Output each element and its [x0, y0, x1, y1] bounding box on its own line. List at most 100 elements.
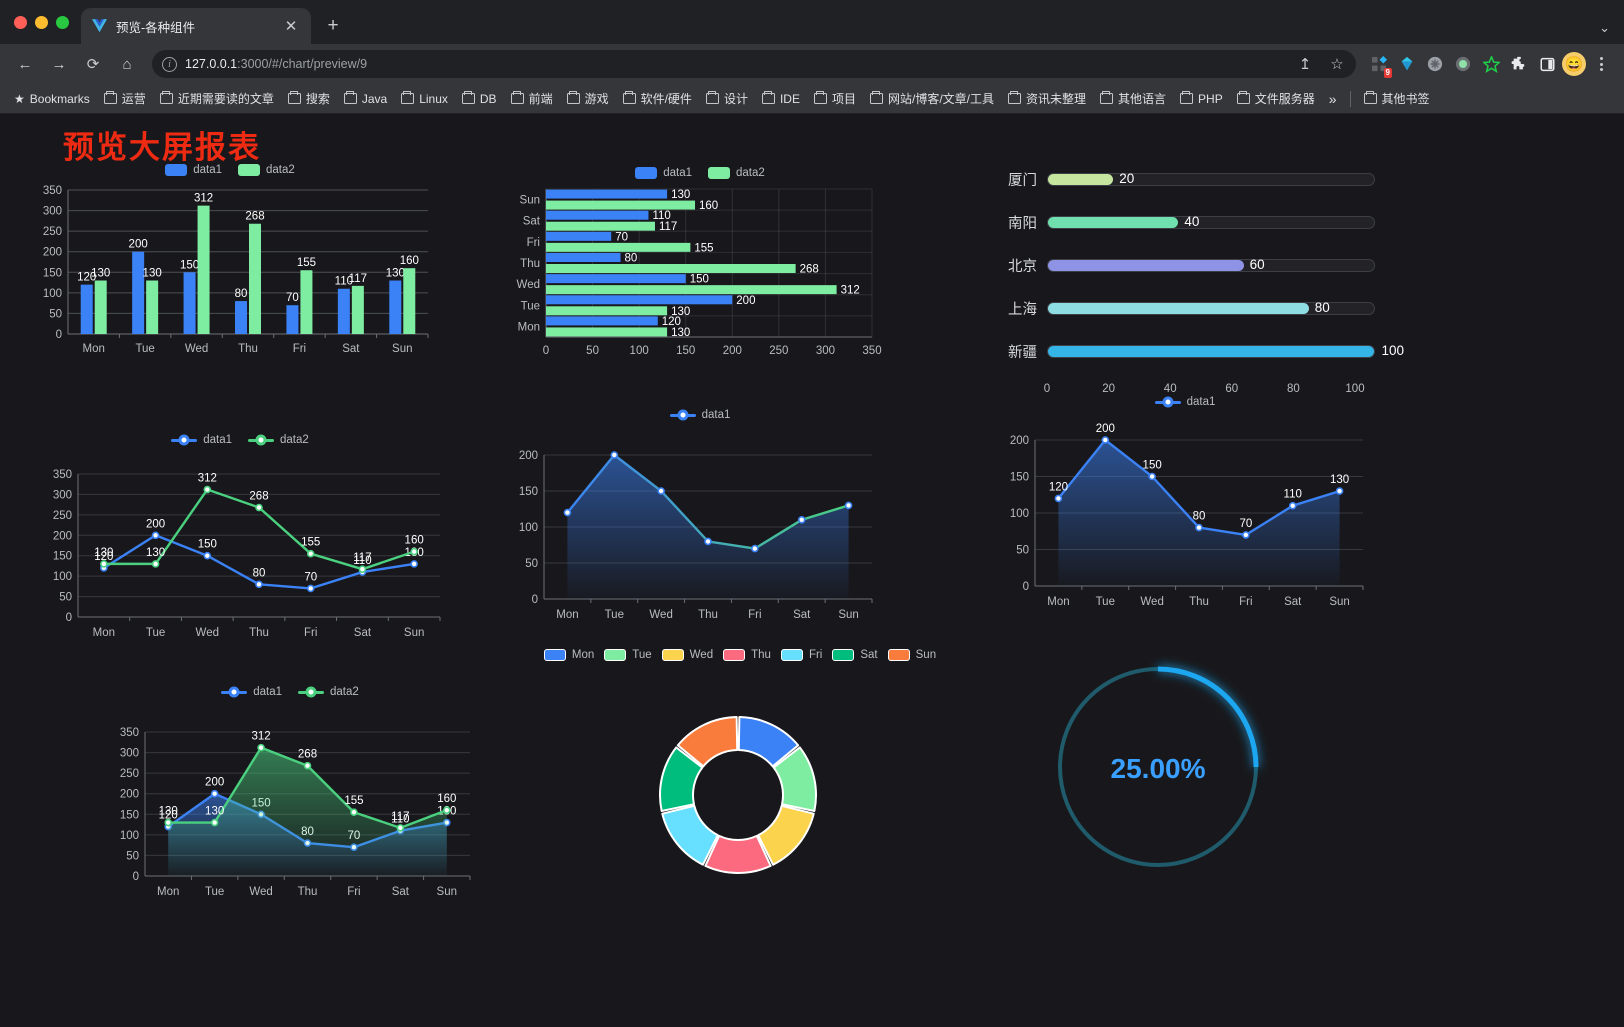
legend-item-data1[interactable]: data1: [171, 434, 232, 446]
legend-item-data2[interactable]: data2: [238, 164, 295, 176]
bookmark-folder-11[interactable]: 项目: [808, 88, 862, 109]
svg-text:Tue: Tue: [205, 886, 224, 898]
bookmark-folder-14[interactable]: 其他语言: [1094, 88, 1172, 109]
chart-gauge: 25.00%: [1020, 639, 1310, 929]
bookmark-folder-3[interactable]: Java: [338, 90, 393, 108]
share-icon[interactable]: ↥: [1298, 56, 1312, 73]
bookmark-folder-1[interactable]: 近期需要读的文章: [154, 88, 280, 109]
gear-icon[interactable]: [1422, 51, 1448, 77]
legend-item-mon[interactable]: Mon: [543, 649, 594, 661]
circle-icon[interactable]: [1450, 51, 1476, 77]
legend-item-tue[interactable]: Tue: [604, 649, 652, 661]
legend-item-data2[interactable]: data2: [708, 167, 765, 179]
close-window-button[interactable]: [14, 15, 27, 29]
profile-avatar[interactable]: 😄: [1562, 52, 1586, 76]
legend-item-wed[interactable]: Wed: [661, 649, 714, 661]
svg-text:200: 200: [723, 345, 742, 357]
bookmark-label: DB: [479, 91, 497, 106]
new-tab-button[interactable]: +: [327, 15, 339, 36]
legend-item-sun[interactable]: Sun: [887, 649, 936, 661]
minimize-window-button[interactable]: [35, 15, 48, 29]
bookmark-folder-12[interactable]: 网站/博客/文章/工具: [864, 88, 1000, 109]
legend-item-sat[interactable]: Sat: [832, 649, 878, 661]
bookmark-folder-7[interactable]: 游戏: [561, 88, 615, 109]
svg-text:Fri: Fri: [1239, 596, 1252, 608]
bookmark-folder-4[interactable]: Linux: [395, 90, 454, 108]
bookmark-folder-15[interactable]: PHP: [1174, 90, 1229, 108]
bookmark-folder-2[interactable]: 搜索: [282, 88, 336, 109]
legend-label: Wed: [689, 649, 714, 661]
svg-text:Thu: Thu: [520, 258, 540, 270]
forward-icon[interactable]: →: [51, 55, 67, 73]
bookmark-folder-8[interactable]: 软件/硬件: [617, 88, 698, 109]
bookmark-folder-13[interactable]: 资讯未整理: [1002, 88, 1092, 109]
extension-grid-icon[interactable]: 9: [1366, 51, 1392, 78]
bookmark-root[interactable]: ★ Bookmarks: [8, 90, 96, 108]
svg-text:Wed: Wed: [1140, 596, 1163, 608]
puzzle-icon[interactable]: [1506, 51, 1532, 77]
progress-track[interactable]: 80: [1047, 300, 1375, 315]
svg-text:150: 150: [519, 486, 538, 498]
bookmark-folder-6[interactable]: 前端: [505, 88, 559, 109]
legend-swatch-icon: [708, 167, 730, 179]
browser-tab[interactable]: 预览-各种组件 ✕: [81, 8, 311, 44]
bookmark-folder-5[interactable]: DB: [456, 90, 503, 108]
legend-item-thu[interactable]: Thu: [723, 649, 771, 661]
folder-icon: [869, 91, 883, 104]
browser-menu-icon[interactable]: [1588, 51, 1614, 77]
maximize-window-button[interactable]: [56, 15, 69, 29]
bookmark-other[interactable]: 其他书签: [1358, 88, 1436, 109]
progress-label: 新疆: [1008, 345, 1037, 361]
legend-item-data1[interactable]: data1: [221, 686, 282, 698]
folder-icon: [566, 91, 580, 104]
progress-track[interactable]: 60: [1047, 257, 1375, 272]
legend-item-data2[interactable]: data2: [248, 434, 309, 446]
bookmarks-overflow-button[interactable]: »: [1328, 90, 1337, 107]
legend-item-data1[interactable]: data1: [669, 409, 730, 421]
svg-text:80: 80: [1193, 511, 1206, 523]
legend-gradient-line: data1: [500, 409, 900, 421]
bookmark-folder-9[interactable]: 设计: [700, 88, 754, 109]
svg-text:300: 300: [53, 489, 72, 501]
legend-label: data1: [663, 167, 692, 179]
bookmark-label: PHP: [1198, 91, 1223, 106]
svg-text:100: 100: [1010, 508, 1029, 520]
close-tab-button[interactable]: ✕: [284, 18, 298, 35]
chevron-down-icon[interactable]: ⌄: [1599, 20, 1610, 35]
svg-text:120: 120: [159, 810, 178, 822]
svg-text:117: 117: [353, 552, 371, 564]
home-icon[interactable]: ⌂: [122, 55, 132, 73]
legend-label: data1: [203, 434, 232, 446]
address-bar[interactable]: i 127.0.0.1:3000/#/chart/preview/9 ↥ ☆: [152, 50, 1356, 78]
diamond-icon[interactable]: [1394, 51, 1420, 77]
sidepanel-icon[interactable]: [1534, 51, 1560, 77]
svg-text:50: 50: [49, 308, 62, 320]
svg-text:Fri: Fri: [293, 343, 306, 355]
svg-text:Fri: Fri: [527, 237, 540, 249]
legend-item-data1[interactable]: data1: [635, 167, 692, 179]
progress-row: 南阳 40: [995, 212, 1375, 233]
reload-icon[interactable]: ⟳: [86, 56, 100, 73]
legend-horizontal-bar: data1 data2: [500, 156, 900, 179]
svg-text:160: 160: [405, 535, 424, 547]
gauge-value-text: 25.00%: [1111, 753, 1206, 784]
site-info-icon[interactable]: i: [162, 56, 177, 72]
legend-label: Tue: [632, 649, 652, 661]
star-outline-icon[interactable]: [1478, 51, 1504, 77]
legend-label: Thu: [751, 649, 771, 661]
legend-item-data2[interactable]: data2: [298, 686, 359, 698]
progress-track[interactable]: 20: [1047, 171, 1375, 186]
bookmark-folder-0[interactable]: 运营: [98, 88, 152, 109]
bookmark-folder-16[interactable]: 文件服务器: [1231, 88, 1321, 109]
progress-track[interactable]: 100: [1047, 343, 1404, 358]
svg-text:200: 200: [205, 777, 224, 789]
back-icon[interactable]: ←: [17, 55, 33, 73]
legend-item-data1[interactable]: data1: [165, 164, 222, 176]
legend-item-fri[interactable]: Fri: [780, 649, 822, 661]
bookmark-folder-10[interactable]: IDE: [756, 90, 806, 108]
bookmark-star-icon[interactable]: ☆: [1330, 56, 1344, 73]
progress-track[interactable]: 40: [1047, 214, 1375, 229]
legend-item-data1[interactable]: data1: [1154, 396, 1215, 408]
svg-text:Thu: Thu: [238, 343, 258, 355]
